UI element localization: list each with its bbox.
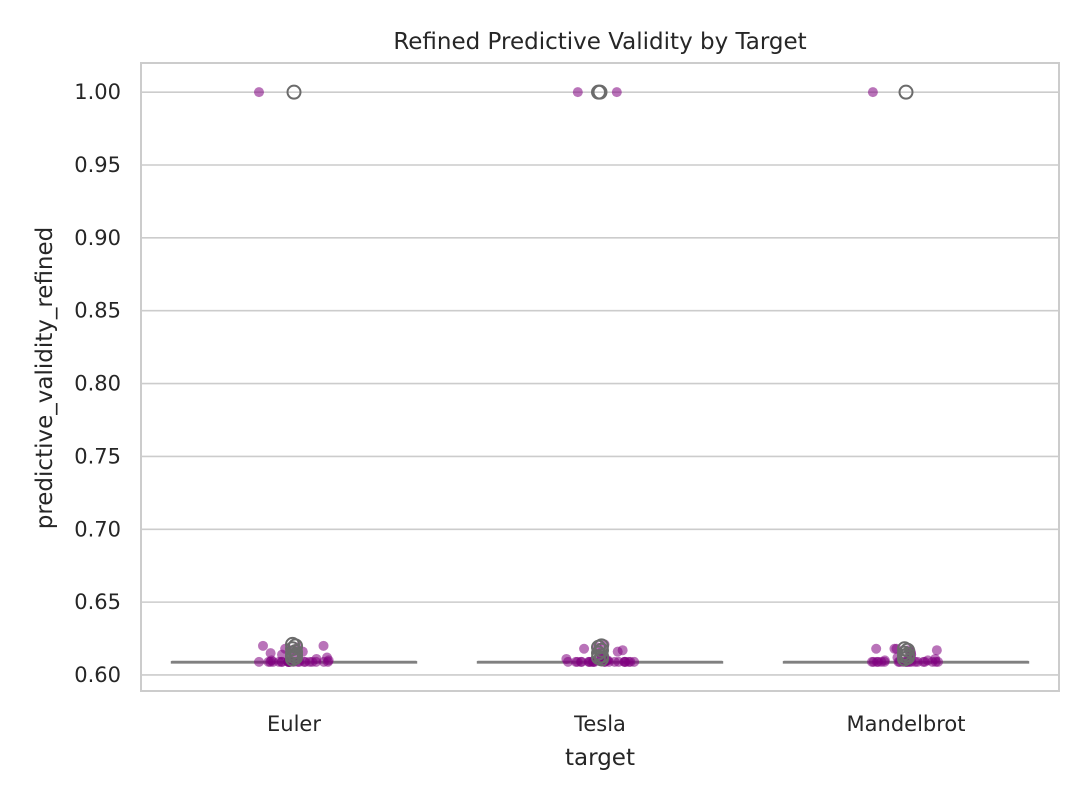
strip-point: [254, 87, 264, 98]
y-tick-label-layer: 0.60 0.65 0.70 0.75 0.80 0.85 0.90 0.95 1.00: [74, 80, 121, 687]
y-tick-label: 0.75: [74, 444, 121, 468]
strip-point: [868, 656, 879, 667]
strip-point: [318, 640, 329, 651]
strip-point: [572, 656, 583, 667]
strip-point: [871, 643, 882, 654]
grid-layer: [141, 91, 1059, 676]
x-tick-label: Tesla: [573, 712, 626, 736]
strip-point: [268, 656, 279, 667]
strip-point: [927, 656, 938, 667]
outlier-marker: [898, 84, 914, 100]
y-tick-label: 0.90: [74, 226, 121, 250]
strip-point: [613, 656, 624, 667]
strip-point: [258, 640, 269, 651]
outlier-marker: [286, 84, 302, 100]
x-tick-label-layer: Euler Tesla Mandelbrot: [267, 712, 965, 736]
strip-point: [579, 643, 590, 654]
strip-point: [254, 656, 265, 667]
outlier-marker: [594, 642, 609, 658]
y-tick-label: 0.70: [74, 517, 121, 541]
x-axis-label: target: [565, 745, 635, 771]
y-tick-label: 0.95: [74, 153, 121, 177]
outlier-marker: [897, 651, 912, 667]
plot-frame: [140, 62, 1060, 692]
y-tick-label: 0.60: [74, 663, 121, 687]
strip-point: [931, 645, 942, 656]
y-tick-label: 0.85: [74, 299, 121, 323]
y-tick-label: 0.80: [74, 372, 121, 396]
x-tick-label: Mandelbrot: [847, 712, 966, 736]
strip-point: [612, 646, 623, 657]
outlier-marker: [591, 84, 606, 100]
outlier-marker: [285, 651, 300, 667]
x-tick-label: Euler: [267, 712, 321, 736]
chart-title: Refined Predictive Validity by Target: [393, 29, 806, 55]
strip-point: [563, 656, 574, 667]
strip-point: [623, 656, 634, 667]
strip-point: [572, 87, 583, 98]
strip-point: [879, 656, 890, 667]
strip-point: [611, 87, 622, 98]
strip-point: [265, 648, 276, 659]
strip-point: [919, 656, 930, 667]
flier-layer: [285, 84, 915, 667]
outlier-marker: [594, 651, 609, 667]
y-axis-label: predictive_validity_refined: [32, 227, 58, 530]
strip-point: [867, 87, 878, 98]
y-tick-label: 0.65: [74, 590, 121, 614]
strip-point: [322, 656, 333, 667]
strip-point: [304, 656, 315, 667]
strip-point: [889, 643, 900, 654]
y-tick-label: 1.00: [74, 80, 121, 104]
